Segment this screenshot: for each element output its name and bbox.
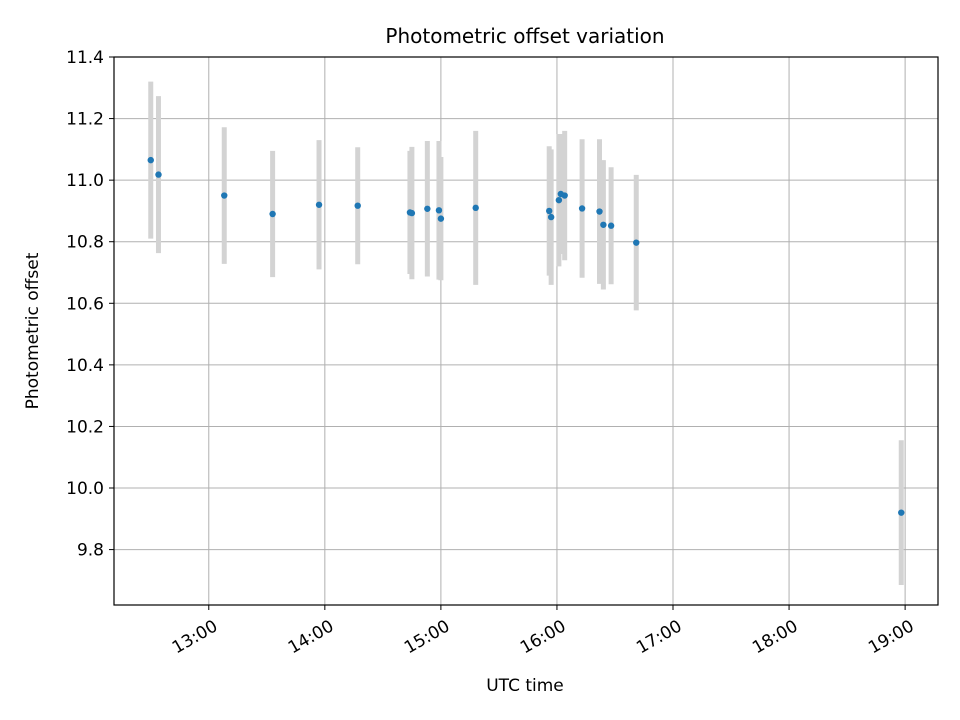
y-tick-label: 10.0 xyxy=(66,479,104,499)
y-tick-label: 11.0 xyxy=(66,171,104,191)
chart-title: Photometric offset variation xyxy=(385,24,664,48)
data-point xyxy=(596,208,603,215)
data-point xyxy=(472,204,479,212)
data-point xyxy=(424,205,431,212)
y-axis-ticks: 9.8 10.0 10.2 10.4 10.6 10.8 11.0 11.2 11.4 xyxy=(66,48,114,561)
data-point xyxy=(578,205,586,212)
data-point xyxy=(555,196,563,204)
data-point xyxy=(354,202,361,209)
data-point xyxy=(269,210,276,218)
plot-frame xyxy=(113,56,939,606)
data-point xyxy=(633,239,640,246)
data-point xyxy=(435,207,443,214)
data-point xyxy=(607,222,615,229)
data-point xyxy=(437,215,445,222)
data-point xyxy=(546,207,553,215)
y-axis-label: Photometric offset xyxy=(23,252,43,409)
x-axis-label: UTC time xyxy=(486,676,564,696)
y-tick-label: 10.6 xyxy=(66,294,104,314)
data-point xyxy=(600,221,607,228)
data-point xyxy=(547,213,555,221)
y-tick-label: 11.2 xyxy=(66,110,104,130)
y-tick-label: 10.8 xyxy=(66,233,104,253)
data-point xyxy=(147,156,154,164)
data-point xyxy=(221,192,228,199)
y-tick-label: 11.4 xyxy=(66,48,104,68)
y-tick-label: 9.8 xyxy=(77,541,104,561)
data-points xyxy=(147,156,905,516)
y-tick-label: 10.4 xyxy=(66,356,104,376)
data-point xyxy=(155,171,162,178)
data-point xyxy=(898,509,905,516)
plot-area xyxy=(114,57,938,605)
data-point xyxy=(315,201,323,208)
y-tick-label: 10.2 xyxy=(66,417,104,437)
data-point xyxy=(408,209,416,217)
data-point xyxy=(561,192,568,199)
